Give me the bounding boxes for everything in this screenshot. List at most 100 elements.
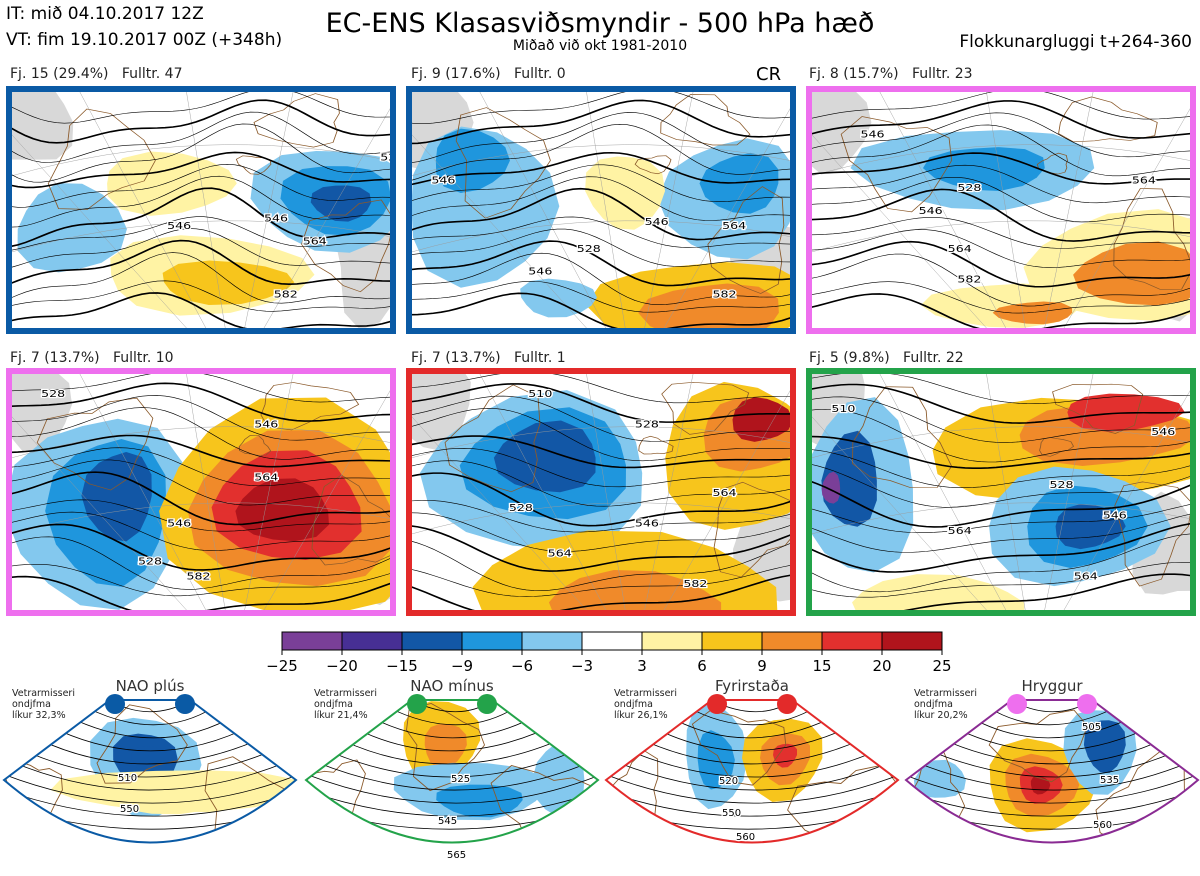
valid-time: VT: fim 19.10.2017 00Z (+348h) — [6, 30, 283, 50]
contour-label: 546 — [167, 517, 191, 529]
cluster-map: 528 546 564 546 528 582 — [12, 374, 390, 610]
anomaly-region — [548, 570, 722, 610]
regime-sector-border — [304, 699, 600, 844]
anomaly-region — [821, 471, 841, 504]
contour-label: 546 — [635, 517, 659, 529]
colorbar-tick-label: −9 — [451, 657, 473, 675]
regime-note: líkur 20,2% — [914, 710, 968, 721]
anomaly-region — [922, 147, 1045, 191]
coastlines — [36, 382, 390, 566]
contour-label: 528 — [635, 418, 659, 430]
anomaly-region — [520, 278, 598, 318]
colorbar-tick-label: 25 — [932, 657, 951, 675]
regime-contour-label: 505 — [1082, 722, 1101, 733]
contour-label: 528 — [41, 387, 65, 399]
height-contours — [812, 92, 1190, 328]
contour-label: 582 — [712, 288, 736, 300]
cluster-panel-label: Fj. 7 (13.7%) Fulltr. 1 — [411, 350, 566, 366]
greenland-land — [12, 374, 72, 453]
cluster-map-panel: 528 546 564 546 528 582 — [6, 368, 396, 616]
regime-sector-border — [904, 699, 1200, 844]
regime-indicator-dot — [105, 694, 125, 714]
regime-contour-label: 535 — [1100, 775, 1119, 786]
regime-anomaly — [773, 743, 797, 768]
anomaly-region — [162, 260, 295, 306]
cluster-map: 546 528 546 564 564 582 — [812, 92, 1190, 328]
contour-label: 564 — [303, 235, 327, 247]
height-contours — [12, 92, 390, 328]
contour-label: 582 — [957, 273, 981, 285]
regime-anomaly — [131, 746, 169, 776]
regime-indicator-dot — [407, 694, 427, 714]
cluster-map: 510 546 528 546 564 564 — [812, 374, 1190, 610]
colorbar-tick-label: −3 — [571, 657, 593, 675]
colorbar-tick-label: 9 — [757, 657, 767, 675]
anomaly-region — [638, 283, 779, 328]
colorbar-bin — [581, 631, 643, 651]
anomaly-region — [17, 183, 127, 273]
regime-note: ondjfma — [614, 699, 653, 710]
regime-note: Vetrarmisseri — [914, 688, 977, 699]
regime-indicator-dot — [707, 694, 727, 714]
contour-label: 546 — [264, 212, 288, 224]
colorbar-tick-label: 15 — [812, 657, 831, 675]
anomaly-region — [235, 478, 329, 542]
coastlines — [47, 93, 390, 293]
cluster-panel-label: Fj. 5 (9.8%) Fulltr. 22 — [809, 350, 964, 366]
anomaly-region — [992, 301, 1073, 325]
regime-indicator-dot — [1077, 694, 1097, 714]
anomaly-region — [107, 151, 237, 216]
regime-anomaly — [1017, 847, 1046, 864]
contour-label: 564 — [722, 219, 746, 231]
regime-anomaly — [436, 784, 523, 818]
contour-label: 528 — [577, 242, 601, 254]
regime-contour-label: 520 — [719, 776, 738, 787]
regime-contour-label: 560 — [1093, 820, 1112, 831]
contour-label: 528 — [509, 501, 533, 513]
regime-note: líkur 32,3% — [12, 710, 66, 721]
anomaly-region — [585, 156, 666, 230]
regime-note: líkur 26,1% — [614, 710, 668, 721]
colorbar-tick-label: −25 — [266, 657, 298, 675]
contour-label: 564 — [254, 471, 278, 483]
colorbar-bin — [701, 631, 763, 651]
cluster-map: 546 546 528 564 582 546 — [412, 92, 790, 328]
contour-label: 582 — [274, 288, 298, 300]
cluster-map-panel: 546 546 564 582 528 — [6, 86, 396, 334]
regime-note: Vetrarmisseri — [314, 688, 377, 699]
regime-contour-label: 565 — [447, 850, 466, 861]
regime-anomaly — [424, 723, 467, 769]
contour-label: 546 — [167, 219, 191, 231]
colorbar-tick-label: −6 — [511, 657, 533, 675]
cluster-map: 546 546 564 582 528 — [12, 92, 390, 328]
height-contours — [412, 374, 790, 610]
coastlines — [444, 381, 790, 578]
regime-name: Hryggur — [1021, 677, 1083, 695]
regime-sector-border — [604, 699, 900, 844]
contour-label: 564 — [1132, 174, 1156, 186]
regime-sector-border — [2, 699, 298, 844]
regime-note: Vetrarmisseri — [12, 688, 75, 699]
colorbar-bin — [641, 631, 703, 651]
coastlines — [840, 96, 1190, 290]
colorbar-bin — [281, 631, 343, 651]
regime-map: 505 535 560 — [904, 694, 1200, 864]
contour-label: 546 — [254, 418, 278, 430]
contour-label: 528 — [1049, 479, 1073, 491]
regime-indicator-dot — [1007, 694, 1027, 714]
cluster-marker-cr: CR — [756, 64, 782, 85]
regime-contour-label: 545 — [438, 816, 457, 827]
regime-name: NAO plús — [115, 677, 185, 695]
regime-map: 520 550 560 — [604, 694, 900, 844]
contour-label: 546 — [645, 216, 669, 228]
contour-label: 546 — [860, 128, 884, 140]
contour-label: 564 — [548, 547, 572, 559]
regime-note: líkur 21,4% — [314, 710, 368, 721]
regime-indicator-dot — [477, 694, 497, 714]
colorbar-bin — [461, 631, 523, 651]
colorbar-tick-label: −15 — [386, 657, 418, 675]
contour-label: 528 — [138, 555, 162, 567]
cluster-map: 510 528 528 546 564 564 582 — [412, 374, 790, 610]
page-subtitle: Miðað við okt 1981-2010 — [512, 38, 688, 54]
contour-label: 510 — [528, 387, 552, 399]
